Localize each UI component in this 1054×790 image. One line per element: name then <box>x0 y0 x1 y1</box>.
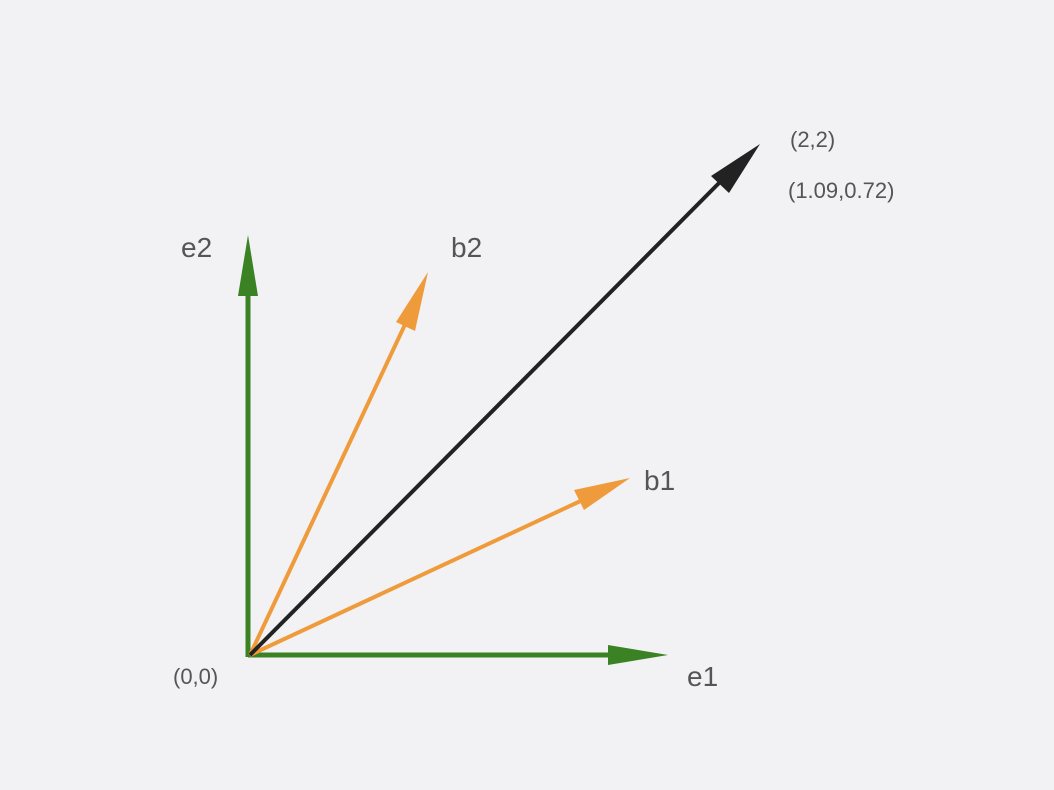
vector-standard-coords-label: (2,2) <box>790 127 835 152</box>
e2-label: e2 <box>181 232 212 263</box>
b1-arrow-shaft <box>249 496 588 657</box>
b2-arrow-head <box>396 272 428 331</box>
b1-arrow-head <box>574 478 630 510</box>
b2-arrow-shaft <box>248 315 411 656</box>
b2-label: b2 <box>451 232 482 263</box>
e1-arrow-head <box>608 645 668 665</box>
e2-arrow-head <box>238 235 258 296</box>
vector-new-coords-label: (1.09,0.72) <box>788 178 894 203</box>
b1-label: b1 <box>644 465 675 496</box>
vector-arrow-head <box>711 144 760 193</box>
vector-arrow-shaft <box>248 175 727 657</box>
origin-label: (0,0) <box>173 664 218 689</box>
e1-label: e1 <box>687 661 718 692</box>
